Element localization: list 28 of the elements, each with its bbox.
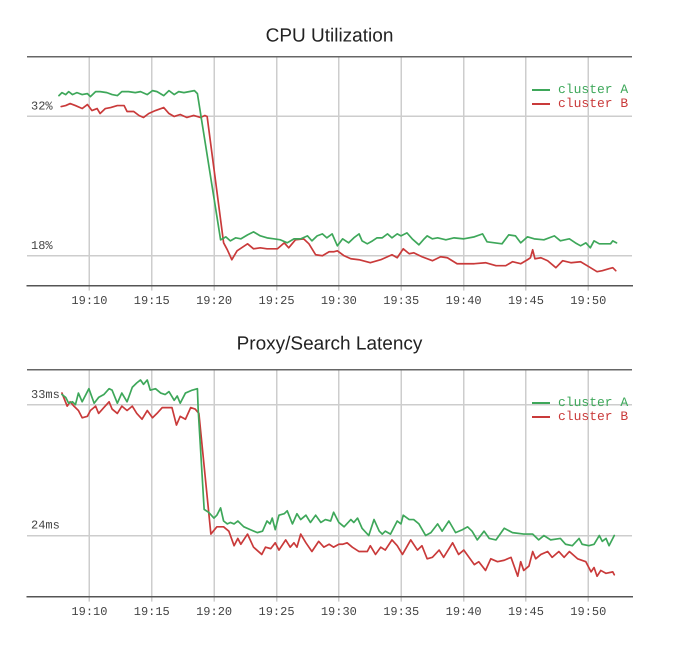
x-tick-label: 19:25 [258,604,295,619]
legend-label: cluster A [558,394,628,410]
x-tick-label: 19:15 [134,294,170,308]
x-tick-label: 19:20 [196,294,232,308]
x-tick-label: 19:20 [196,604,232,619]
x-tick-label: 19:35 [383,604,420,619]
y-tick-label: 32% [31,100,54,114]
y-tick-label: 24ms [31,518,60,533]
x-tick-label: 19:45 [508,294,544,308]
y-tick-label: 33ms [31,388,60,402]
legend-label: cluster B [558,408,628,424]
legend-label: cluster A [558,82,628,97]
x-tick-label: 19:40 [446,604,482,619]
x-tick-label: 19:40 [446,294,482,308]
x-tick-label: 19:30 [320,604,357,619]
y-tick-label: 18% [31,238,54,253]
x-tick-label: 19:15 [134,604,170,619]
x-tick-label: 19:50 [570,294,606,308]
x-tick-label: 19:25 [258,294,295,308]
legend-label: cluster B [558,96,628,111]
chart-title: CPU Utilization [266,26,394,47]
x-tick-label: 19:10 [71,604,108,619]
chart-title: Proxy/Search Latency [236,334,423,355]
x-tick-label: 19:45 [508,604,544,619]
x-tick-label: 19:50 [570,604,606,619]
x-tick-label: 19:35 [383,294,420,308]
x-tick-label: 19:10 [71,294,108,308]
x-tick-label: 19:30 [320,294,357,308]
